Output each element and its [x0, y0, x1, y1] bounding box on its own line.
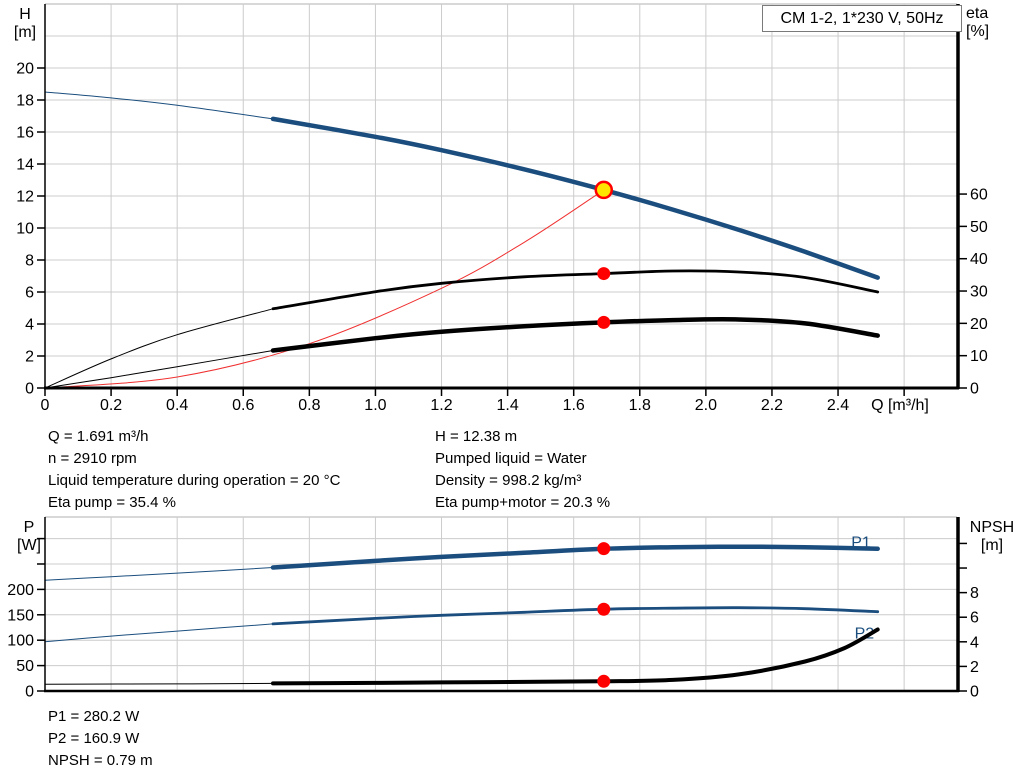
- duty-info-right: H = 12.38 m Pumped liquid = Water Densit…: [435, 426, 610, 514]
- info-line: H = 12.38 m: [435, 428, 518, 445]
- y-right-tick-label: 4: [970, 634, 979, 651]
- y-left-tick-label: 4: [25, 317, 34, 334]
- axis-label-line: [%]: [966, 23, 990, 40]
- y-left-tick-label: 18: [16, 93, 34, 110]
- y-left-tick-label: 20: [16, 61, 34, 78]
- p2-curve: [271, 606, 880, 626]
- y-left-tick-label: 10: [16, 221, 34, 238]
- y-left-tick-label: 14: [16, 157, 34, 174]
- x-axis-tick-label: 0.8: [298, 397, 320, 414]
- y-right-tick-label: 0: [970, 684, 979, 701]
- y-left-tick-label: 150: [7, 607, 34, 624]
- x-axis-tick-label: 0.6: [232, 397, 254, 414]
- y-left-tick-label: 6: [25, 285, 34, 302]
- x-axis-tick-label: 2.4: [827, 397, 849, 414]
- info-line: Density = 998.2 kg/m³: [435, 472, 582, 489]
- x-axis-tick-label: 1.2: [430, 397, 452, 414]
- y-left-tick-label: 12: [16, 189, 34, 206]
- x-axis-tick-label: 2.0: [695, 397, 717, 414]
- result-line: NPSH = 0.79 m: [48, 752, 153, 769]
- duty-dot-p1: [597, 542, 611, 556]
- axis-label-line: [m]: [13, 24, 37, 41]
- duty-dot-eta-pump: [597, 267, 611, 281]
- chart-title: CM 1-2, 1*230 V, 50Hz: [780, 10, 944, 27]
- y-left-tick-label: 8: [25, 253, 34, 270]
- eta-pump-motor-curve-thin: [44, 350, 274, 389]
- axis-label-line: [W]: [17, 537, 41, 554]
- x-axis-tick-label: 1.4: [496, 397, 518, 414]
- duty-point-qh[interactable]: [594, 180, 614, 200]
- duty-dot-npsh: [597, 674, 611, 688]
- x-axis-tick-label: 0.2: [100, 397, 122, 414]
- p2-curve-thin: [44, 623, 274, 643]
- y-left-tick-label: 50: [16, 658, 34, 675]
- axis-label-line: P: [23, 519, 35, 536]
- y-right-tick-label: 0: [970, 381, 979, 398]
- y-right-tick-label: 2: [970, 659, 979, 676]
- curve-label-p1: P1: [851, 535, 871, 552]
- axis-label-line: eta: [966, 5, 989, 22]
- info-line: Liquid temperature during operation = 20…: [48, 472, 341, 489]
- y-right-tick-label: 50: [970, 219, 988, 236]
- axis-label-line: [m]: [980, 537, 1004, 554]
- y-right-tick-label: 8: [970, 585, 979, 602]
- y-left-tick-label: 200: [7, 582, 34, 599]
- y-right-tick-label: 20: [970, 316, 988, 333]
- eta-pump-curve: [271, 269, 880, 311]
- x-axis-tick-label: 1.8: [629, 397, 651, 414]
- npsh-axis-label: NPSH [m]: [963, 519, 1021, 555]
- info-line: Eta pump+motor = 20.3 %: [435, 494, 611, 511]
- info-line: n = 2910 rpm: [48, 450, 137, 467]
- y-left-tick-label: 16: [16, 125, 34, 142]
- x-axis-tick-label: 0.4: [166, 397, 188, 414]
- results-block: P1 = 280.2 W P2 = 160.9 W NPSH = 0.79 m: [48, 706, 153, 772]
- y-right-tick-label: 30: [970, 284, 988, 301]
- h-curve: [270, 116, 880, 280]
- y-left-tick-label: 0: [25, 381, 34, 398]
- result-line: P1 = 280.2 W: [48, 708, 140, 725]
- axis-label-line: NPSH: [969, 519, 1015, 536]
- y-right-tick-label: 10: [970, 348, 988, 365]
- x-axis-tick-label: 2.2: [761, 397, 783, 414]
- x-axis-tick-label: 1.6: [563, 397, 585, 414]
- p-axis-label: P [W]: [10, 519, 48, 555]
- duty-info-left: Q = 1.691 m³/h n = 2910 rpm Liquid tempe…: [48, 426, 340, 514]
- q-axis-label: Q [m³/h]: [871, 397, 929, 414]
- y-left-tick-label: 2: [25, 349, 34, 366]
- y-left-tick-label: 0: [25, 684, 34, 701]
- eta-pump-curve-thin: [44, 308, 274, 389]
- info-line: Eta pump = 35.4 %: [48, 494, 176, 511]
- info-line: Pumped liquid = Water: [435, 450, 587, 467]
- p1-curve-thin: [44, 567, 274, 581]
- result-line: P2 = 160.9 W: [48, 730, 140, 747]
- npsh-curve-thin: [44, 682, 274, 685]
- y-right-tick-label: 60: [970, 187, 988, 204]
- axis-label-line: H: [19, 6, 31, 23]
- system-curve: [44, 189, 605, 389]
- chart-title-box: CM 1-2, 1*230 V, 50Hz: [762, 5, 962, 32]
- y-right-tick-label: 6: [970, 610, 979, 627]
- npsh-curve: [271, 627, 880, 686]
- duty-dot-eta-pump-motor: [597, 315, 611, 329]
- y-left-tick-label: 100: [7, 633, 34, 650]
- x-axis-tick-label: 0: [41, 397, 50, 414]
- y-right-tick-label: 40: [970, 251, 988, 268]
- eta-axis-label: eta [%]: [966, 5, 989, 41]
- info-line: Q = 1.691 m³/h: [48, 428, 149, 445]
- h-curve-thin: [44, 91, 274, 120]
- duty-dot-p2: [597, 602, 611, 616]
- x-axis-tick-label: 1.0: [364, 397, 386, 414]
- h-axis-label: H [m]: [6, 6, 44, 42]
